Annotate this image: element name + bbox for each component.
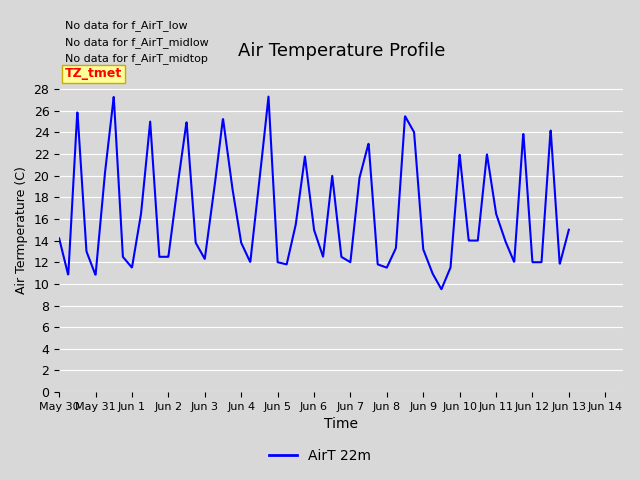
Title: Air Temperature Profile: Air Temperature Profile (237, 42, 445, 60)
X-axis label: Time: Time (324, 418, 358, 432)
Text: TZ_tmet: TZ_tmet (65, 67, 122, 80)
Legend: AirT 22m: AirT 22m (264, 443, 376, 468)
Text: No data for f_AirT_low: No data for f_AirT_low (65, 20, 188, 31)
Text: No data for f_AirT_midtop: No data for f_AirT_midtop (65, 53, 207, 64)
Text: No data for f_AirT_midlow: No data for f_AirT_midlow (65, 36, 209, 48)
Y-axis label: Air Termperature (C): Air Termperature (C) (15, 166, 28, 294)
